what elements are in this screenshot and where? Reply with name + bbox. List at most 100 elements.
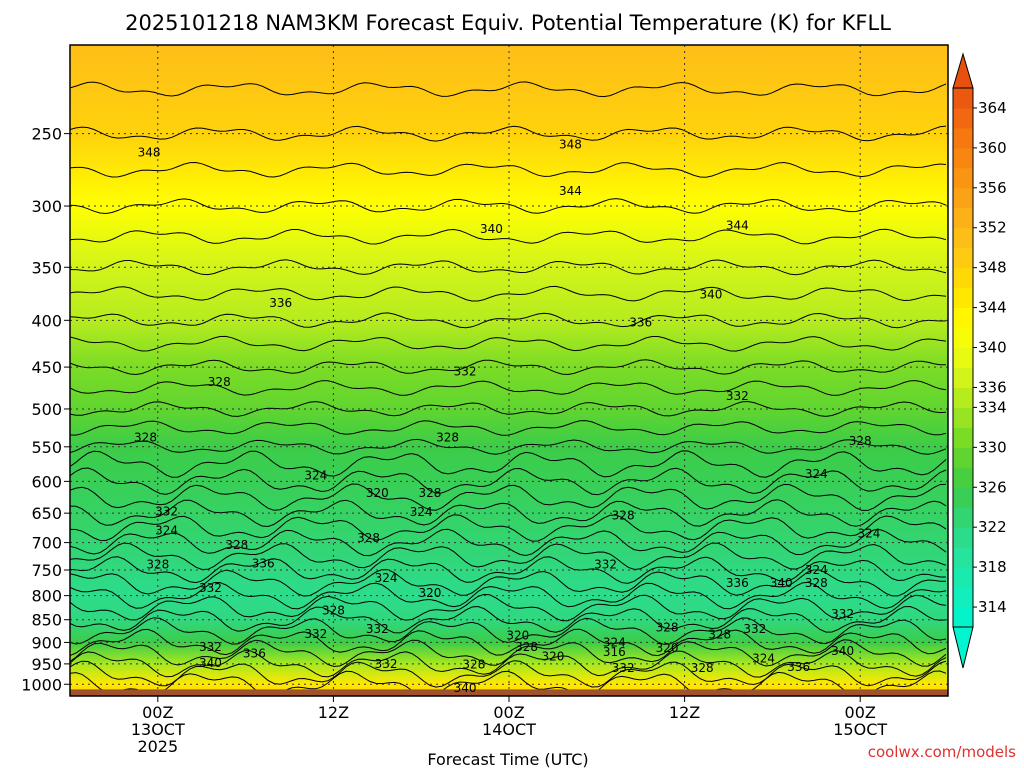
contour-line <box>70 228 947 245</box>
credit-text: coolwx.com/models <box>868 743 1016 761</box>
colorbar: 314 318 322 326 330 334 336 340 344 348 352 356 360 3… <box>952 52 1007 669</box>
colorbar-segment <box>953 367 973 388</box>
contour-label: 324 <box>752 651 775 665</box>
contour-line <box>70 335 947 352</box>
colorbar-tick-label: 314 <box>978 598 1007 616</box>
contour-label: 320 <box>506 629 529 643</box>
contour-line <box>70 542 947 571</box>
contour-label: 336 <box>787 660 810 674</box>
contour-line <box>70 581 947 610</box>
contour-label: 336 <box>252 557 275 571</box>
contour-line <box>70 450 947 478</box>
contour-label: 324 <box>858 526 881 540</box>
y-tick-label: 400 <box>31 311 62 330</box>
contour-label: 328 <box>134 430 157 444</box>
colorbar-segment <box>953 527 973 548</box>
contour-label: 340 <box>770 576 793 590</box>
colorbar-segment <box>953 207 973 229</box>
y-tick-label: 1000 <box>21 675 62 694</box>
x-tick-label: 13OCT <box>131 720 185 739</box>
contour-line <box>70 161 947 178</box>
contour-line <box>70 467 947 496</box>
colorbar-bottom-arrow <box>952 626 974 669</box>
contour-label: 332 <box>199 640 222 654</box>
grid-lines <box>70 45 948 696</box>
colorbar-tick-label: 348 <box>978 259 1007 277</box>
contour-label: 328 <box>656 621 679 635</box>
contour-line <box>70 198 947 215</box>
contour-line <box>70 569 947 597</box>
contour-label: 328 <box>419 486 442 500</box>
colorbar-segment <box>953 567 973 588</box>
contour-label: 336 <box>629 315 652 329</box>
contour-line <box>70 628 947 657</box>
y-tick-label: 500 <box>31 400 62 419</box>
contour-line <box>70 639 947 668</box>
contour-lines <box>70 81 947 696</box>
y-tick-label: 550 <box>31 438 62 457</box>
colorbar-tick-label: 326 <box>978 478 1007 496</box>
x-tick-label: 00Z <box>845 703 876 722</box>
contour-label: 332 <box>199 581 222 595</box>
y-tick-label: 900 <box>31 633 62 652</box>
contour-label: 336 <box>726 576 749 590</box>
colorbar-segment <box>953 447 973 468</box>
contour-line <box>70 81 947 98</box>
contour-line <box>70 380 947 396</box>
contour-label: 324 <box>304 468 327 482</box>
colorbar-tick-label: 344 <box>978 299 1007 317</box>
colorbar-segment <box>953 387 973 408</box>
contour-label: 320 <box>656 641 679 655</box>
y-tick-label: 850 <box>31 611 62 630</box>
contour-label: 328 <box>691 661 714 675</box>
chart-title: 2025101218 NAM3KM Forecast Equiv. Potent… <box>125 11 891 35</box>
y-tick-label: 600 <box>31 472 62 491</box>
contour-label: 344 <box>559 184 582 198</box>
colorbar-segment <box>953 327 973 349</box>
colorbar-frame <box>952 87 974 628</box>
colorbar-segment <box>953 187 973 209</box>
colorbar-tick-label: 334 <box>978 398 1007 416</box>
colorbar-segment <box>953 247 973 269</box>
contour-label: 324 <box>155 523 178 537</box>
y-tick-label: 650 <box>31 504 62 523</box>
colorbar-segment <box>953 107 973 129</box>
contour-line <box>70 312 947 329</box>
contour-line <box>70 359 947 376</box>
contour-label: 324 <box>805 563 828 577</box>
contour-label: 328 <box>146 558 169 572</box>
contour-label: 324 <box>410 505 433 519</box>
contour-label: 320 <box>419 586 442 600</box>
colorbar-segment <box>953 88 973 109</box>
x-tick-label: 12Z <box>318 703 349 722</box>
contour-label: 328 <box>708 627 731 641</box>
contour-label: 332 <box>726 389 749 403</box>
contour-line <box>70 593 947 622</box>
contour-label: 328 <box>849 434 872 448</box>
y-tick-label: 300 <box>31 197 62 216</box>
contour-label: 324 <box>603 635 626 649</box>
y-tick-label: 750 <box>31 561 62 580</box>
contour-line <box>70 125 947 142</box>
colorbar-segment <box>953 587 973 608</box>
colorbar-tick-label: 322 <box>978 518 1007 536</box>
y-tick-label: 800 <box>31 587 62 606</box>
contour-label: 328 <box>805 576 828 590</box>
colorbar-segment <box>953 507 973 528</box>
colorbar-tick-label: 340 <box>978 339 1007 357</box>
colorbar-segment <box>953 407 973 428</box>
colorbar-tick-label: 330 <box>978 438 1007 456</box>
y-axis: 250 300 350 400 450 500 550 600 650 700 750 800 850 9… <box>21 125 70 694</box>
colorbar-segment <box>953 167 973 189</box>
contour-line <box>70 483 947 511</box>
contour-label: 344 <box>726 218 749 232</box>
contour-label: 332 <box>454 364 477 378</box>
contour-label: 324 <box>375 571 398 585</box>
contour-label: 328 <box>208 375 231 389</box>
colorbar-tick-label: 360 <box>978 139 1007 157</box>
colorbar-segment <box>953 147 973 169</box>
contour-label: 348 <box>559 138 582 152</box>
contour-label: 332 <box>612 661 635 675</box>
